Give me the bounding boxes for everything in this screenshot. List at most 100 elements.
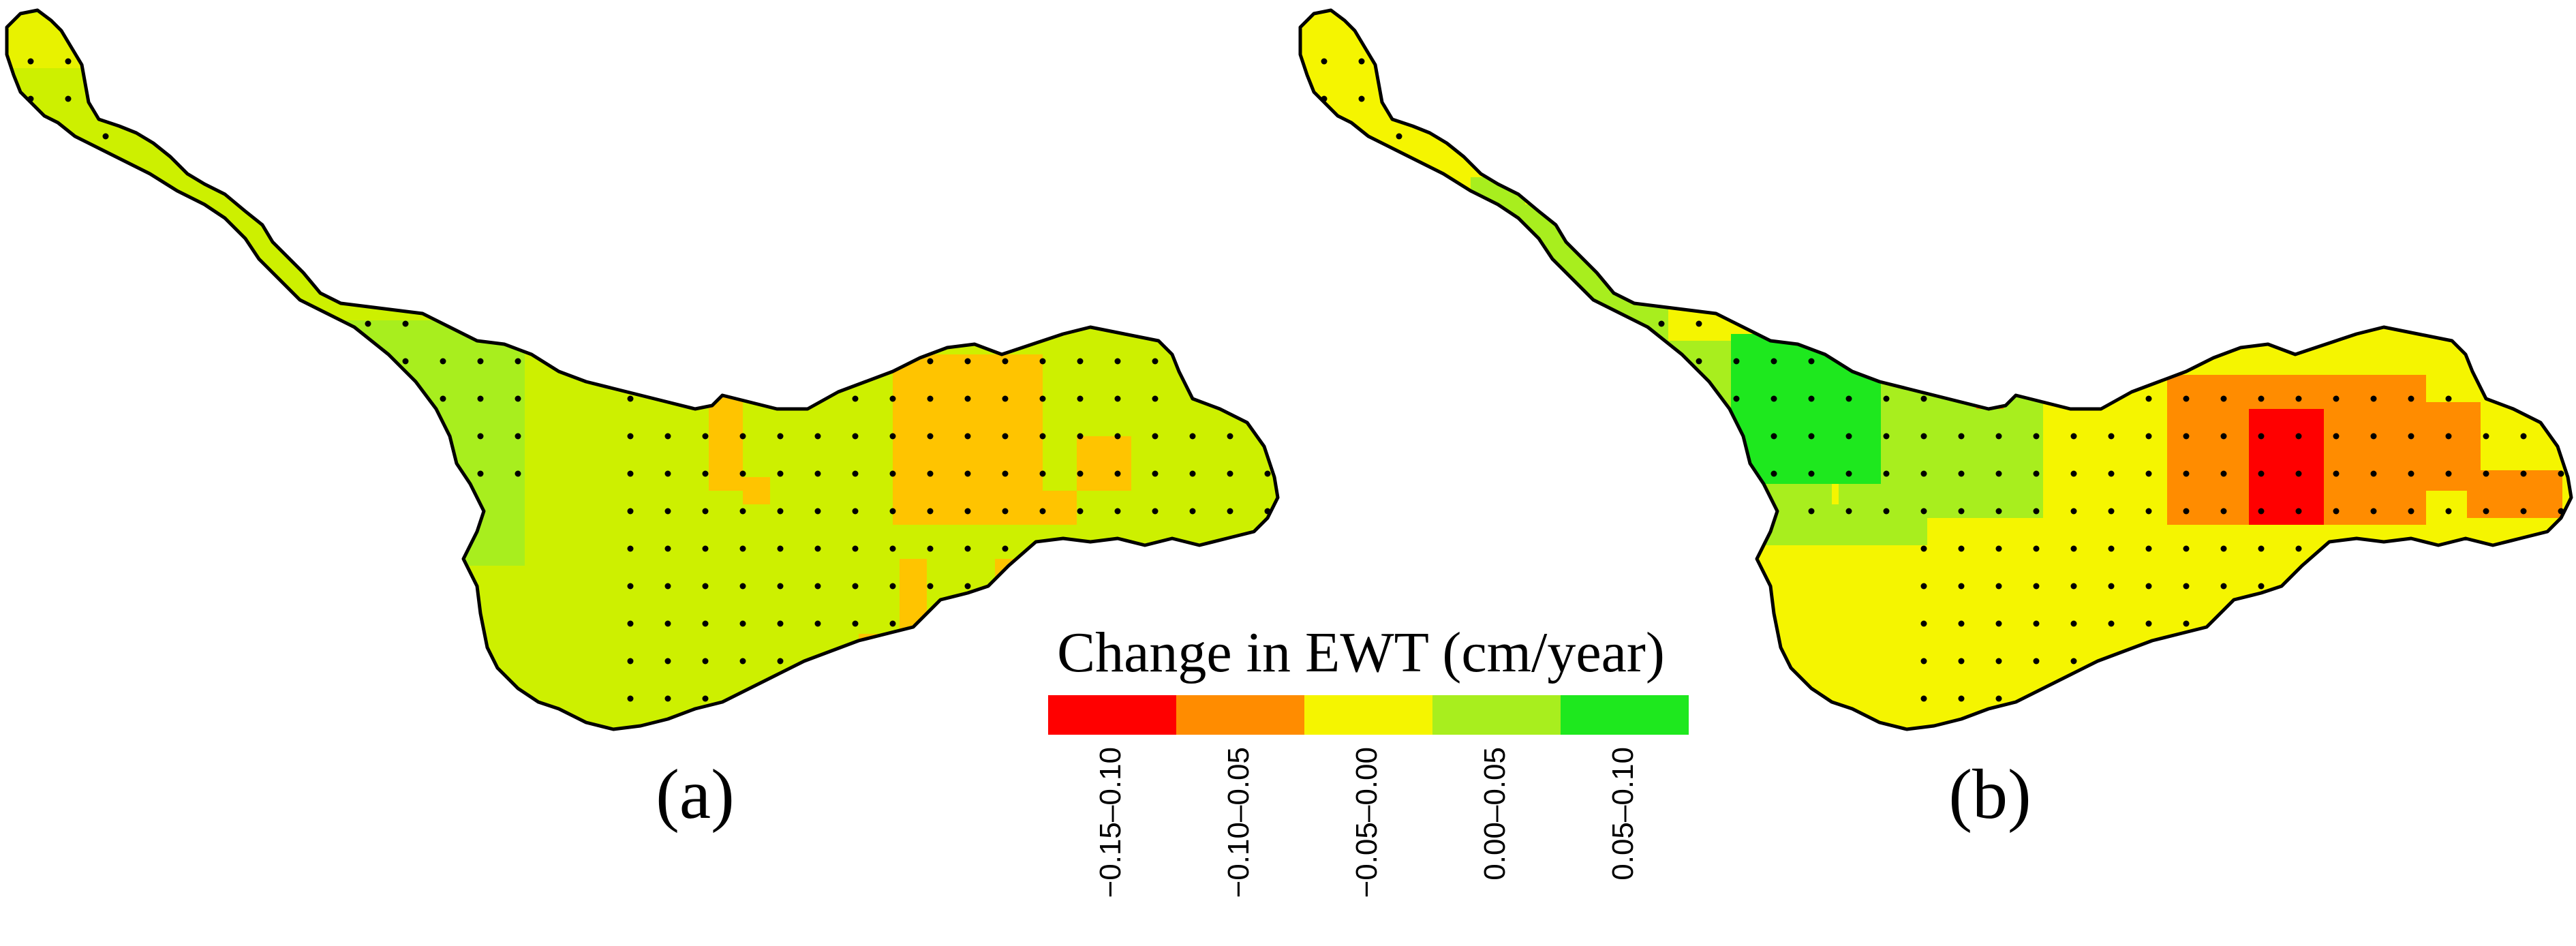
significance-dot: [2145, 508, 2152, 515]
significance-dot: [852, 433, 859, 440]
significance-dot: [2108, 508, 2115, 515]
significance-dot: [477, 358, 484, 365]
significance-dot: [2295, 508, 2302, 515]
grid-cell: [893, 354, 1043, 491]
significance-dot: [1920, 395, 1927, 402]
significance-dot: [2108, 620, 2115, 627]
significance-dot: [440, 395, 446, 402]
significance-dot: [1995, 583, 2002, 590]
significance-dot: [814, 545, 821, 552]
map-a-boundary: [5, 8, 1280, 731]
significance-dot: [2108, 433, 2115, 440]
significance-dot: [777, 508, 784, 515]
significance-dot: [2333, 395, 2340, 402]
significance-dot: [1845, 508, 1852, 515]
significance-dot: [1770, 470, 1777, 477]
significance-dot: [1114, 508, 1121, 515]
grid-cell: [743, 477, 770, 504]
significance-dot: [2033, 433, 2040, 440]
significance-dot: [1883, 470, 1890, 477]
significance-dot: [1920, 620, 1927, 627]
significance-dot: [1039, 395, 1046, 402]
significance-dot: [1770, 358, 1777, 365]
significance-dot: [2295, 470, 2302, 477]
significance-dot: [627, 508, 634, 515]
grid-cell: [1731, 334, 1881, 484]
significance-dot: [2220, 433, 2227, 440]
significance-dot: [702, 658, 709, 665]
significance-dot: [1958, 658, 1965, 665]
significance-dot: [777, 545, 784, 552]
significance-dot: [927, 508, 934, 515]
significance-dot: [927, 395, 934, 402]
significance-dot: [1189, 508, 1196, 515]
significance-dot: [515, 470, 521, 477]
significance-dot: [1845, 395, 1852, 402]
significance-dot: [402, 358, 409, 365]
significance-dot: [2445, 508, 2452, 515]
significance-dot: [1039, 508, 1046, 515]
significance-dot: [1002, 470, 1009, 477]
significance-dot: [627, 620, 634, 627]
significance-dot: [65, 95, 72, 102]
significance-dot: [1883, 433, 1890, 440]
significance-dot: [777, 583, 784, 590]
map-b-significance-dots: [1321, 58, 2564, 702]
significance-dot: [1002, 358, 1009, 365]
significance-dot: [1227, 433, 1233, 440]
significance-dot: [2220, 395, 2227, 402]
significance-dot: [777, 620, 784, 627]
significance-dot: [2145, 583, 2152, 590]
grid-cell: [225, 320, 334, 361]
legend-swatch: [1176, 695, 1304, 735]
significance-dot: [852, 470, 859, 477]
significance-dot: [1077, 395, 1084, 402]
significance-dot: [2520, 470, 2527, 477]
significance-dot: [889, 508, 896, 515]
significance-dot: [664, 658, 671, 665]
significance-dot: [440, 358, 446, 365]
significance-dot: [1152, 395, 1159, 402]
significance-dot: [2558, 470, 2564, 477]
significance-dot: [1995, 433, 2002, 440]
significance-dot: [1152, 433, 1159, 440]
significance-dot: [2108, 545, 2115, 552]
significance-dot: [1733, 395, 1740, 402]
significance-dot: [2070, 583, 2077, 590]
significance-dot: [927, 545, 934, 552]
significance-dot: [964, 358, 971, 365]
significance-dot: [927, 583, 934, 590]
significance-dot: [739, 470, 746, 477]
significance-dot: [2483, 470, 2489, 477]
significance-dot: [365, 320, 371, 327]
significance-dot: [964, 583, 971, 590]
significance-dot: [1995, 658, 2002, 665]
significance-dot: [2558, 508, 2564, 515]
significance-dot: [2220, 470, 2227, 477]
significance-dot: [1995, 508, 2002, 515]
significance-dot: [1808, 358, 1815, 365]
significance-dot: [2145, 620, 2152, 627]
map-b-boundary: [1298, 8, 2573, 731]
significance-dot: [2483, 433, 2489, 440]
significance-dot: [2070, 508, 2077, 515]
significance-dot: [2333, 433, 2340, 440]
significance-dot: [2258, 395, 2265, 402]
significance-dot: [664, 545, 671, 552]
significance-dot: [1114, 470, 1121, 477]
significance-dot: [964, 545, 971, 552]
significance-dot: [739, 620, 746, 627]
significance-dot: [664, 508, 671, 515]
significance-dot: [814, 470, 821, 477]
significance-dot: [2145, 395, 2152, 402]
significance-dot: [1696, 320, 1702, 327]
significance-dot: [1920, 658, 1927, 665]
significance-dot: [2520, 433, 2527, 440]
significance-dot: [1002, 545, 1009, 552]
significance-dot: [1920, 695, 1927, 702]
significance-dot: [1189, 470, 1196, 477]
significance-dot: [2070, 658, 2077, 665]
significance-dot: [1658, 320, 1665, 327]
significance-dot: [2220, 583, 2227, 590]
significance-dot: [2258, 433, 2265, 440]
